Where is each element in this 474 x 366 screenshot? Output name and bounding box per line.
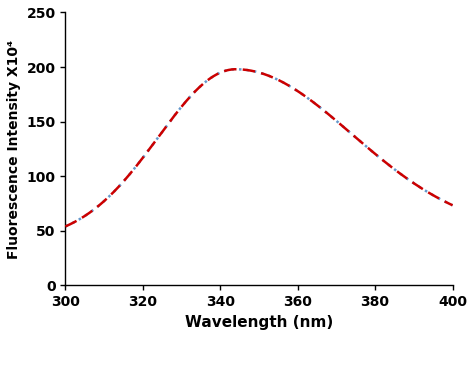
Legend: gA wt, F71L: gA wt, F71L (131, 361, 387, 366)
Y-axis label: Fluorescence Intensity X10⁴: Fluorescence Intensity X10⁴ (7, 40, 21, 258)
X-axis label: Wavelength (nm): Wavelength (nm) (185, 315, 333, 330)
